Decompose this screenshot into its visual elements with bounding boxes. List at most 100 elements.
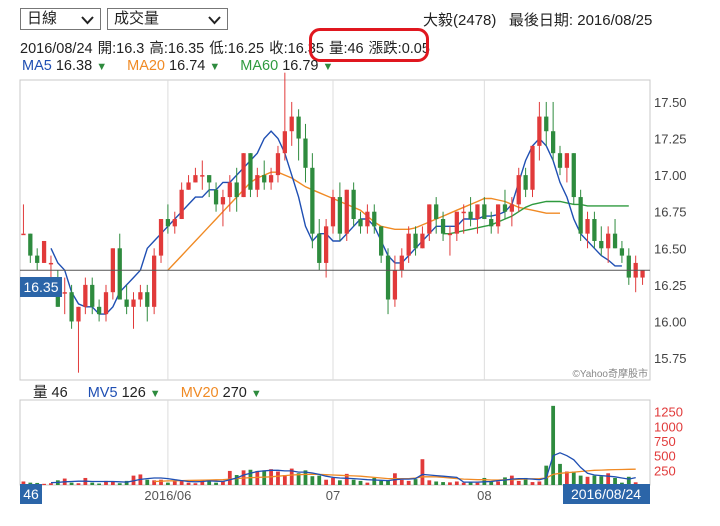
volume-bar bbox=[303, 470, 308, 485]
candle-body bbox=[454, 211, 459, 234]
candle-body bbox=[406, 233, 411, 256]
indicator-select[interactable]: 成交量 bbox=[107, 8, 228, 30]
x-tick-label: 2016/06 bbox=[144, 488, 191, 503]
candle-body bbox=[165, 219, 171, 227]
volume-bar bbox=[613, 477, 617, 485]
candle-body bbox=[234, 182, 239, 198]
volume-bar bbox=[124, 480, 129, 485]
volume-bar bbox=[461, 482, 466, 485]
price-tick-label: 16.50 bbox=[654, 241, 687, 256]
candle-body bbox=[35, 255, 40, 263]
candle-body bbox=[434, 204, 439, 220]
candle-body bbox=[255, 175, 260, 190]
volume-tick-label: 1000 bbox=[654, 419, 683, 434]
volume-bar bbox=[537, 481, 542, 485]
candle-body bbox=[90, 284, 95, 307]
candle-body bbox=[523, 175, 528, 190]
volume-bar bbox=[110, 481, 115, 485]
volume-bar bbox=[592, 475, 597, 485]
volume-bar bbox=[344, 473, 349, 485]
candle-body bbox=[489, 219, 494, 227]
stock-title: 大毅(2478) 最後日期: 2016/08/25 bbox=[423, 9, 652, 30]
volume-bar bbox=[21, 481, 26, 485]
stock-name-code: 大毅(2478) bbox=[423, 12, 497, 29]
candle-body bbox=[138, 292, 143, 300]
current-price-badge-text: 16.35 bbox=[23, 279, 58, 295]
volume-tick-label: 750 bbox=[654, 434, 676, 449]
ma5-value: 16.38 bbox=[55, 58, 93, 74]
candle-body bbox=[447, 233, 453, 236]
volume-bar bbox=[351, 479, 356, 485]
candle-body bbox=[124, 299, 129, 307]
volume-bar bbox=[179, 480, 184, 485]
candle-body bbox=[200, 175, 205, 177]
price-tick-label: 17.50 bbox=[654, 95, 687, 110]
candle-body bbox=[495, 204, 501, 227]
candle-body bbox=[289, 116, 294, 132]
candle-body bbox=[96, 306, 102, 315]
volume-bar bbox=[564, 471, 569, 485]
ohlc-date: 2016/08/24 bbox=[20, 41, 93, 57]
volume-bar bbox=[214, 482, 218, 485]
candle-body bbox=[351, 189, 356, 220]
volume-bar bbox=[558, 463, 562, 485]
candle-body bbox=[207, 175, 212, 183]
candle-body bbox=[392, 270, 398, 300]
price-tick-label: 16.75 bbox=[654, 205, 687, 220]
last-trade-date: 最後日期: 2016/08/25 bbox=[508, 12, 653, 29]
volume-bar bbox=[35, 482, 40, 485]
volume-bar bbox=[489, 481, 494, 485]
candle-body bbox=[303, 138, 308, 168]
candle-body bbox=[103, 292, 109, 315]
down-triangle-icon: ▼ bbox=[250, 388, 262, 400]
indicator-select-value: 成交量 bbox=[114, 10, 160, 27]
volume-bar bbox=[227, 470, 232, 485]
volume-bar bbox=[76, 483, 81, 485]
volume-bar bbox=[49, 483, 53, 485]
volume-bar bbox=[276, 471, 280, 485]
volume-bar bbox=[193, 483, 198, 485]
candle-body bbox=[172, 219, 177, 227]
candle-body bbox=[145, 292, 150, 307]
x-tick-label: 07 bbox=[326, 488, 340, 503]
price-tick-label: 15.75 bbox=[654, 351, 687, 366]
volume-bar bbox=[620, 482, 624, 485]
volume-bar bbox=[69, 482, 74, 485]
vol-label: 量 bbox=[33, 385, 48, 401]
volume-bar bbox=[551, 405, 556, 485]
ma60-value: 16.79 bbox=[282, 58, 319, 74]
period-select[interactable]: 日線 bbox=[20, 8, 101, 30]
volume-bar bbox=[97, 483, 102, 485]
candle-body bbox=[76, 306, 81, 322]
candle-body bbox=[475, 204, 480, 220]
volume-bar bbox=[317, 475, 322, 485]
candle-body bbox=[399, 255, 404, 271]
ohlc-volume: 量:46 bbox=[328, 41, 364, 57]
volume-bar bbox=[104, 480, 108, 485]
highlight-annotation bbox=[309, 28, 429, 62]
ma20-label: MA20 bbox=[127, 58, 165, 74]
volume-bar bbox=[310, 476, 315, 485]
volume-bar bbox=[372, 477, 377, 485]
volume-bar bbox=[337, 480, 342, 485]
volume-bar bbox=[399, 479, 404, 485]
volume-bar bbox=[207, 481, 212, 485]
down-triangle-icon: ▼ bbox=[149, 388, 161, 400]
volume-bar bbox=[454, 481, 459, 485]
chevron-down-icon bbox=[208, 16, 221, 25]
candle-body bbox=[323, 226, 329, 263]
down-triangle-icon: ▼ bbox=[322, 61, 334, 73]
volume-bar bbox=[186, 482, 191, 485]
volume-bar bbox=[379, 480, 384, 485]
ma5-label: MA5 bbox=[22, 58, 52, 74]
candle-body bbox=[268, 175, 274, 183]
candle-body bbox=[461, 211, 466, 214]
ma20-legend: MA20 16.74 ▼ bbox=[127, 58, 224, 74]
candle-body bbox=[317, 233, 322, 263]
volume-bar bbox=[152, 480, 157, 485]
ma5-line bbox=[50, 130, 622, 315]
volume-bar bbox=[296, 473, 301, 485]
candle-body bbox=[578, 197, 583, 234]
candle-body bbox=[440, 219, 446, 234]
